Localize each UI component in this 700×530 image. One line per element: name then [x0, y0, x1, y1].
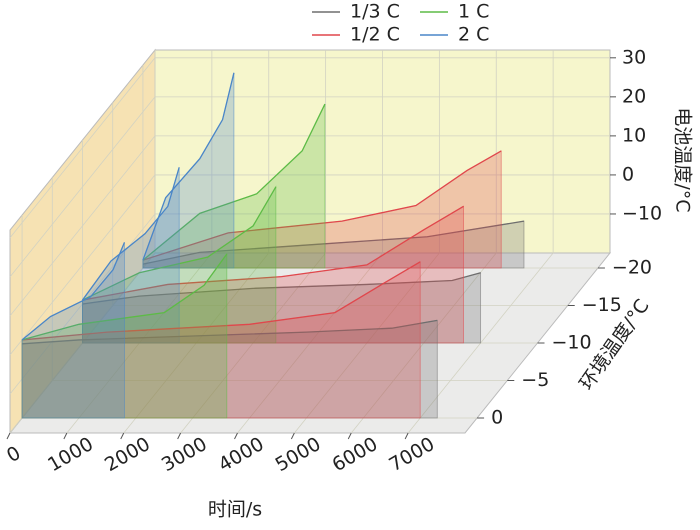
x-tick — [234, 432, 238, 440]
line — [142, 150, 502, 261]
x-tick — [6, 432, 11, 440]
x-tick — [120, 432, 125, 440]
x-tick-label: 5000 — [272, 433, 325, 476]
legend-label: 1/3 C — [350, 1, 400, 23]
x-tick-label: 0 — [3, 442, 24, 467]
line — [82, 205, 464, 301]
line — [22, 261, 421, 341]
x-tick-label: 4000 — [215, 433, 268, 476]
line — [142, 103, 326, 261]
y-tick-label: 30 — [622, 46, 646, 68]
x-tick-label: 7000 — [385, 433, 438, 476]
x-tick-label: 6000 — [329, 433, 382, 476]
y-tick-label: 10 — [622, 124, 646, 146]
y-tick-label: 20 — [622, 85, 646, 107]
x-tick — [177, 432, 182, 440]
z-tick-label: −10 — [552, 332, 592, 354]
z-tick-label: −5 — [521, 369, 549, 391]
x-tick — [404, 432, 409, 440]
x-tick — [290, 432, 295, 440]
z-tick-label: −20 — [612, 257, 652, 279]
line — [81, 167, 180, 301]
x-axis-title: 时间/s — [208, 499, 262, 521]
z-tick-label: −15 — [582, 294, 622, 316]
x-tick-label: 3000 — [158, 433, 211, 476]
x-tick — [347, 432, 352, 440]
x-tick — [63, 432, 68, 440]
line — [142, 220, 525, 265]
z-tick-label: 0 — [491, 407, 503, 429]
x-tick-label: 2000 — [101, 433, 154, 476]
x-tick-label: 1000 — [44, 433, 97, 476]
legend-label: 1/2 C — [350, 24, 400, 46]
y-tick-label: 0 — [622, 163, 634, 185]
y-tick-label: −10 — [622, 202, 662, 224]
line — [82, 186, 277, 301]
line — [21, 242, 126, 341]
line — [22, 319, 438, 345]
legend-label: 1 C — [458, 1, 489, 23]
y-axis-title: 电池温度/°C — [672, 107, 694, 212]
line — [21, 253, 228, 341]
line — [82, 272, 481, 305]
legend-label: 2 C — [458, 24, 489, 46]
